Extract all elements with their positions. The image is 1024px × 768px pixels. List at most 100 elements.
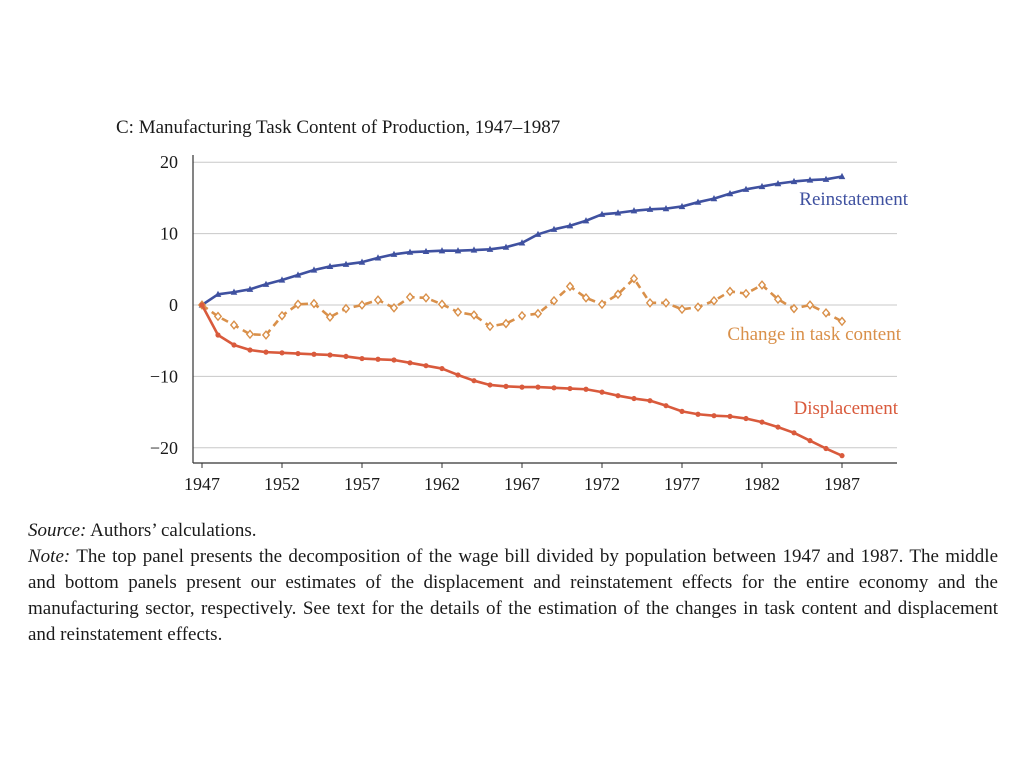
data-point [262, 280, 270, 287]
data-point [389, 302, 399, 313]
data-point [566, 222, 574, 229]
y-tick-label: 0 [169, 295, 178, 315]
data-point [517, 310, 527, 321]
data-point [405, 292, 415, 303]
data-point [373, 295, 383, 305]
data-point [534, 230, 542, 237]
data-point [615, 393, 621, 399]
data-point [325, 312, 335, 323]
y-tick-label: −20 [150, 438, 178, 458]
data-point [518, 239, 526, 246]
data-point [293, 299, 303, 310]
data-point [469, 310, 479, 320]
data-point [710, 195, 718, 202]
x-tick-label: 1987 [824, 474, 860, 494]
data-point [502, 243, 510, 250]
data-point [437, 299, 447, 310]
data-point [614, 209, 622, 216]
data-point [421, 292, 431, 303]
data-point [471, 378, 477, 384]
data-point [231, 342, 237, 348]
data-point [213, 311, 223, 322]
figure-caption: Source: Authors’ calculations. Note: The… [28, 518, 998, 648]
task-content-chart: C: Manufacturing Task Content of Product… [116, 117, 909, 494]
data-point [757, 280, 767, 290]
data-point [565, 281, 575, 292]
data-point [486, 245, 494, 252]
data-point [199, 302, 205, 308]
data-point [407, 360, 413, 366]
data-point [341, 303, 351, 314]
data-point [230, 288, 238, 295]
data-point [581, 292, 591, 303]
data-point [357, 300, 367, 310]
y-tick-labels: 20 10 0 −10 −20 [150, 152, 178, 458]
data-point [501, 318, 511, 329]
data-point [773, 294, 783, 305]
x-tick-label: 1982 [744, 474, 780, 494]
data-point [822, 175, 830, 182]
data-point [630, 207, 638, 214]
data-point [838, 172, 846, 180]
data-point [791, 430, 797, 436]
data-point [375, 356, 381, 362]
x-tick-label: 1972 [584, 474, 620, 494]
x-tick-label: 1962 [424, 474, 460, 494]
data-point [741, 288, 751, 299]
data-point [455, 372, 461, 378]
x-tick-label: 1947 [184, 474, 220, 494]
data-point [391, 357, 397, 363]
data-point [503, 383, 509, 389]
data-point [661, 297, 671, 308]
data-point [374, 254, 382, 261]
data-point [551, 385, 557, 391]
data-point [839, 453, 845, 459]
chart-title: C: Manufacturing Task Content of Product… [116, 117, 560, 138]
series-labels: Reinstatement Change in task content Displ… [727, 189, 908, 419]
data-point [599, 389, 605, 395]
series-displacement [199, 302, 845, 459]
data-point [422, 247, 430, 255]
data-point [726, 190, 734, 197]
series-reinstatement [198, 172, 846, 308]
x-tick-label: 1967 [504, 474, 540, 494]
data-point [583, 386, 589, 392]
note-label: Note: [28, 546, 71, 567]
series-label-change-in-task-content: Change in task content [727, 324, 901, 345]
data-point [487, 382, 493, 388]
data-point [597, 299, 607, 310]
series-label-displacement: Displacement [794, 398, 899, 419]
gridlines [193, 161, 897, 449]
data-point [294, 271, 302, 278]
data-point [327, 352, 333, 358]
data-point [837, 316, 847, 327]
data-point [775, 424, 781, 430]
data-point [246, 285, 254, 292]
data-point [823, 445, 829, 452]
data-point [326, 262, 334, 270]
data-point [711, 413, 717, 419]
data-point [390, 250, 398, 257]
note-text: The top panel presents the decomposition… [28, 546, 998, 645]
data-point [582, 217, 590, 224]
data-point [613, 289, 623, 300]
data-point [774, 180, 782, 187]
data-point [279, 350, 285, 356]
data-point [533, 308, 543, 319]
data-point [343, 353, 349, 360]
x-tick-labels: 1947 1952 1957 1962 1967 1972 1977 1982 1987 [184, 474, 860, 494]
data-point [342, 260, 350, 267]
x-tick-label: 1957 [344, 474, 380, 494]
data-point [631, 395, 637, 402]
data-point [646, 205, 654, 212]
data-point [423, 363, 429, 369]
data-point [662, 205, 670, 212]
data-point [261, 330, 271, 340]
data-point [406, 248, 414, 255]
source-line: Source: Authors’ calculations. [28, 518, 998, 544]
data-point [278, 276, 286, 283]
data-point [519, 384, 525, 390]
data-point [759, 419, 765, 425]
data-point [310, 266, 318, 273]
data-point [807, 438, 813, 444]
